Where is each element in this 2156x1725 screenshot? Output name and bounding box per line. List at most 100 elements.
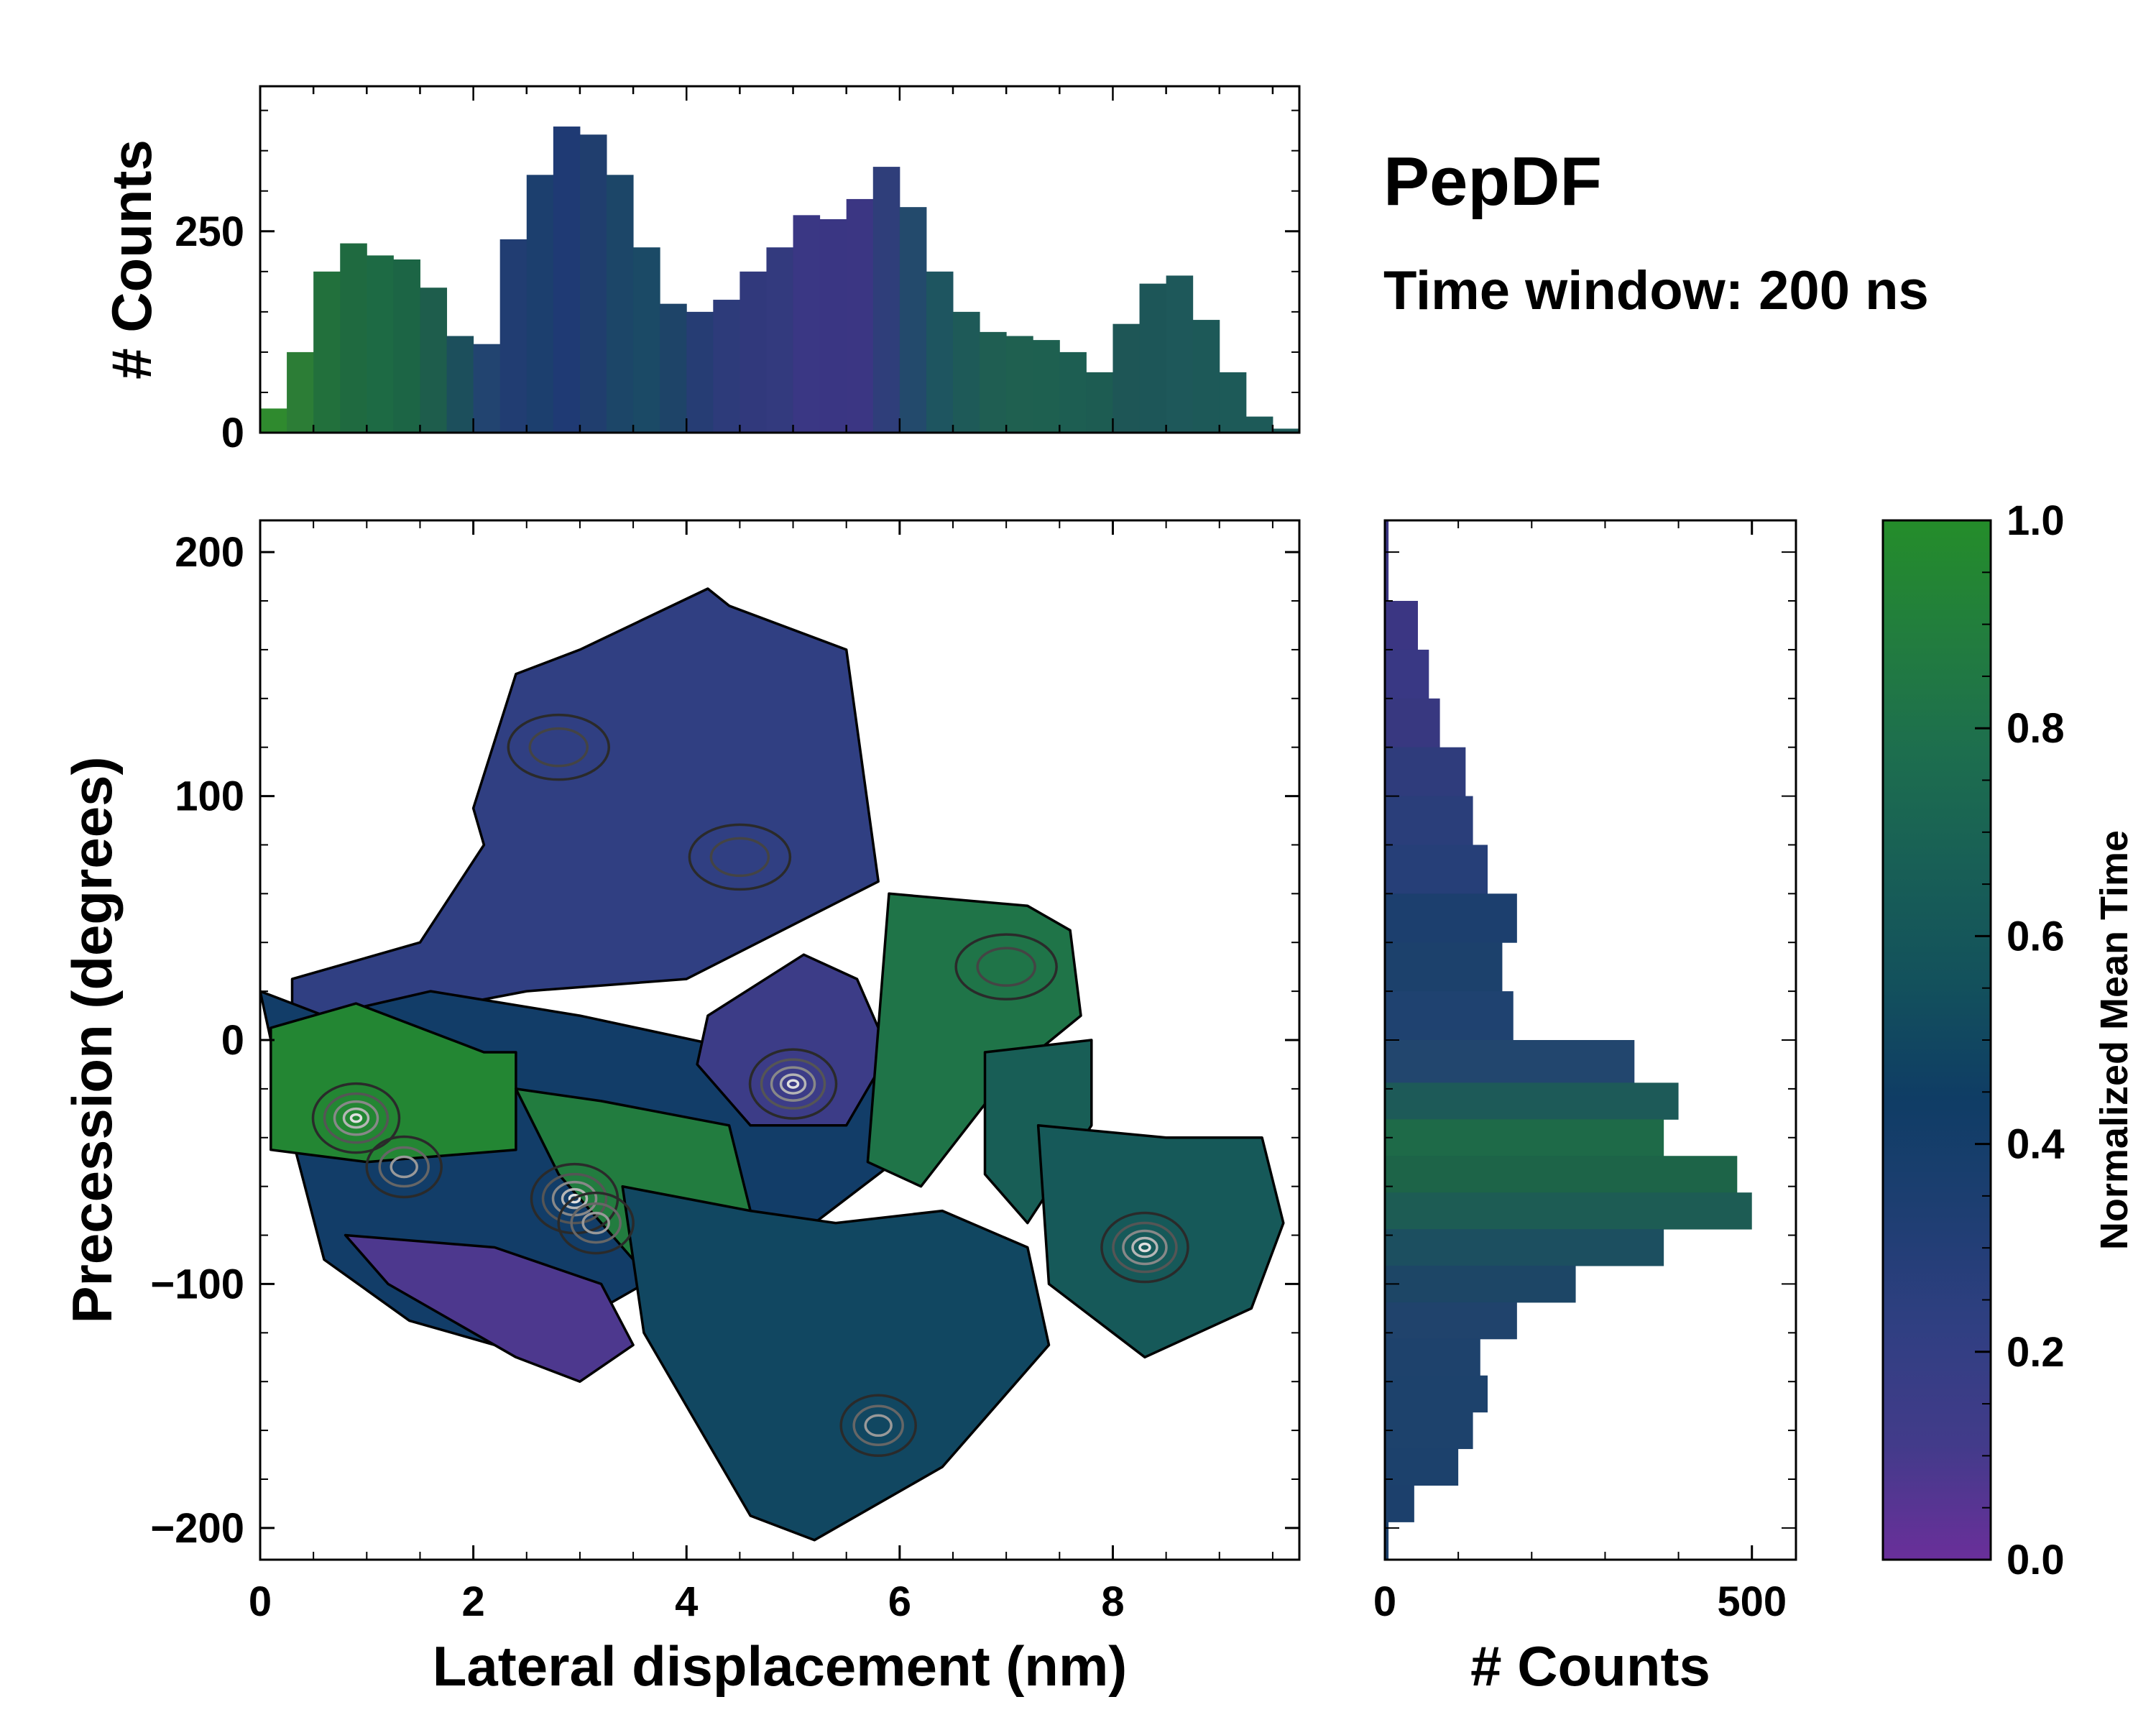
- top-histogram-bar: [899, 207, 927, 433]
- map-contour: [342, 1107, 370, 1129]
- right-histogram-bar: [1385, 1229, 1664, 1266]
- top-histogram-bar: [1033, 340, 1060, 433]
- top-histogram-bar: [793, 215, 821, 433]
- map-contour: [760, 1058, 826, 1110]
- map-contour: [954, 933, 1058, 1000]
- main-map-ytick-label: 100: [175, 773, 244, 820]
- main-map-xtick-label: 2: [461, 1578, 484, 1625]
- right-histogram-xtick-label: 0: [1373, 1578, 1396, 1625]
- top-histogram-bar: [740, 271, 767, 433]
- map-contour: [568, 1193, 581, 1204]
- top-histogram-ytick-label: 250: [175, 208, 244, 255]
- map-contour: [557, 1191, 635, 1255]
- top-histogram-bar: [340, 243, 367, 433]
- map-contour: [1131, 1236, 1158, 1259]
- colorbar-frame: [1881, 519, 1992, 1561]
- top-histogram-bar: [766, 247, 794, 433]
- map-contour: [378, 1146, 430, 1188]
- top-histogram-bar: [553, 126, 581, 433]
- top-histogram-bar: [1166, 275, 1194, 433]
- top-histogram-ylabel: # Counts: [100, 139, 163, 380]
- top-histogram-bar: [473, 344, 501, 433]
- map-region: [696, 953, 890, 1127]
- top-histogram-bar: [1006, 336, 1033, 433]
- top-histogram-bar: [713, 300, 740, 433]
- right-histogram-bar: [1385, 520, 1389, 602]
- right-histogram-bar: [1385, 1119, 1664, 1156]
- map-contour: [365, 1135, 443, 1199]
- right-histogram-bar: [1385, 1485, 1414, 1522]
- right-histogram-bar: [1385, 1302, 1517, 1340]
- colorbar: 0.0 0.2 0.4 0.6 0.8 1.0 Normalized Mean Time: [1881, 497, 2136, 1583]
- main-map-xlabel: Lateral displacement (nm): [433, 1634, 1128, 1698]
- main-map-ytick-label: 200: [175, 529, 244, 576]
- map-region: [290, 587, 880, 1029]
- right-histogram-bar: [1385, 601, 1418, 650]
- map-contour: [570, 1202, 622, 1244]
- right-histogram-bar: [1385, 893, 1517, 943]
- right-histogram-bar: [1385, 1412, 1473, 1450]
- main-map-xtick-label: 0: [249, 1578, 272, 1625]
- right-histogram-bar: [1385, 796, 1473, 845]
- right-histogram-bar: [1385, 942, 1503, 992]
- colorbar-tick-label: 0.6: [2007, 913, 2065, 960]
- right-histogram-bar: [1385, 1522, 1389, 1560]
- figure-title: PepDF: [1383, 143, 1602, 220]
- map-contour: [1122, 1229, 1168, 1266]
- colorbar-tick-label: 0.0: [2007, 1537, 2065, 1583]
- map-contour: [528, 727, 589, 768]
- map-contour: [786, 1079, 800, 1089]
- map-contour: [507, 713, 611, 781]
- map-contour: [349, 1113, 363, 1123]
- main-map-ylabel: Precession (degrees): [60, 756, 124, 1323]
- top-histogram-bar: [367, 255, 394, 433]
- map-contour: [1100, 1211, 1189, 1284]
- top-histogram-bar: [420, 288, 448, 433]
- main-map-frame: [259, 519, 1301, 1561]
- right-histogram-xtick-label: 500: [1717, 1578, 1787, 1625]
- top-histogram-ytick-label: 0: [221, 410, 244, 456]
- map-contour: [864, 1414, 893, 1438]
- right-histogram-bar: [1385, 1082, 1679, 1120]
- colorbar-tick-label: 0.4: [2007, 1121, 2065, 1168]
- map-contour: [976, 947, 1036, 987]
- map-contour: [333, 1100, 379, 1136]
- colorbar-tick-label: 0.8: [2007, 705, 2065, 752]
- top-histogram-bar: [1086, 372, 1113, 433]
- map-contour: [688, 823, 792, 891]
- colorbar-tick-label: 0.2: [2007, 1329, 2065, 1376]
- top-histogram-bar: [1245, 416, 1273, 433]
- map-region: [344, 1233, 635, 1383]
- main-map-ytick-label: 0: [221, 1017, 244, 1064]
- right-histogram-frame: [1383, 519, 1797, 1561]
- map-contour: [581, 1211, 610, 1235]
- main-map-xtick-label: 6: [888, 1578, 911, 1625]
- top-histogram-bar: [926, 271, 954, 433]
- top-histogram-bar: [287, 351, 314, 433]
- map-contour: [709, 837, 770, 878]
- right-histogram-bar: [1385, 1338, 1480, 1376]
- top-histogram-bar: [446, 336, 474, 433]
- right-histogram-bar: [1385, 1156, 1738, 1193]
- right-histogram-bar: [1385, 1448, 1459, 1486]
- top-histogram-bar: [579, 134, 607, 433]
- top-histogram-bar: [980, 331, 1007, 433]
- right-histogram-bar: [1385, 698, 1440, 748]
- map-contour: [779, 1073, 807, 1095]
- right-histogram-bar: [1385, 649, 1429, 699]
- main-map-xtick-label: 4: [675, 1578, 698, 1625]
- colorbar-label: Normalized Mean Time: [2093, 830, 2136, 1250]
- map-contour: [770, 1066, 816, 1102]
- main-map-xtick-label: 8: [1101, 1578, 1124, 1625]
- top-histogram-bar: [526, 175, 554, 433]
- top-histogram-bar: [819, 218, 847, 433]
- top-histogram-bar: [953, 311, 980, 433]
- map-contour: [839, 1394, 917, 1458]
- top-histogram: 0 250 # Counts: [100, 85, 1301, 456]
- right-histogram: 0 500 # Counts: [1373, 519, 1797, 1698]
- right-histogram-bar: [1385, 991, 1514, 1041]
- map-contour: [748, 1048, 838, 1120]
- right-histogram-bar: [1385, 1192, 1752, 1230]
- top-histogram-bar: [393, 259, 420, 433]
- right-histogram-bar: [1385, 1375, 1488, 1413]
